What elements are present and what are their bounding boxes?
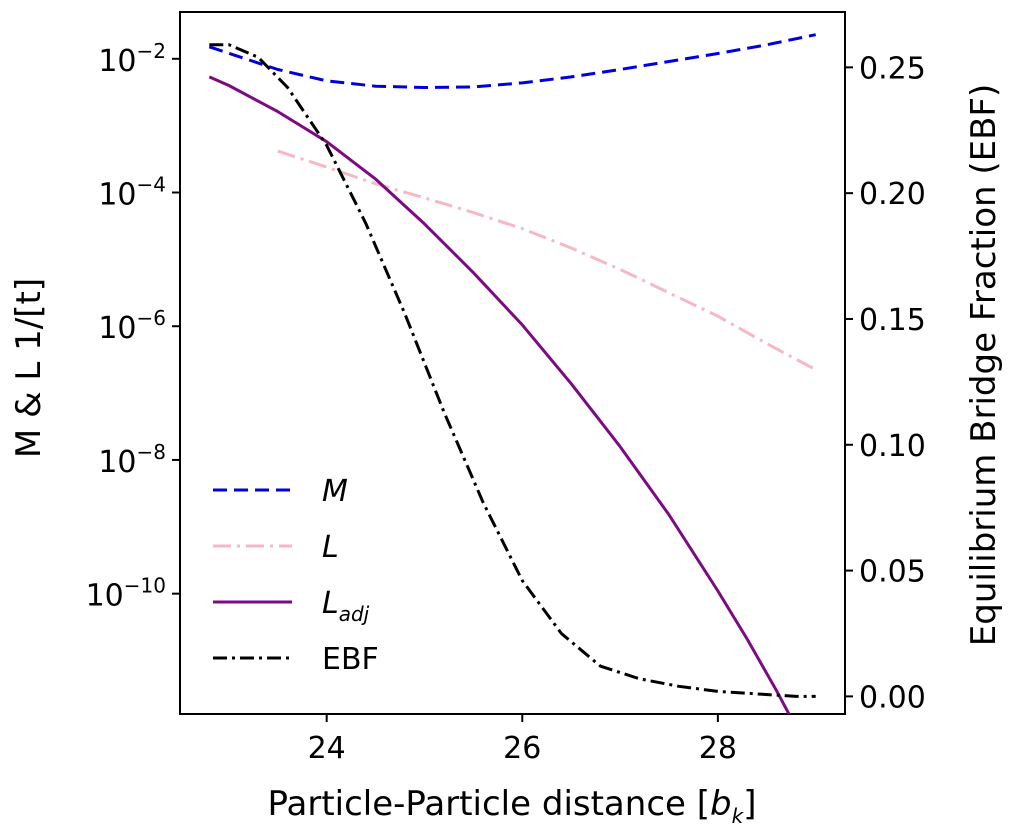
legend-label-main: L: [322, 586, 339, 621]
legend-label-main: L: [322, 530, 339, 565]
tick-exponent: −6: [137, 306, 166, 330]
y-left-tick-label: 10−10: [86, 574, 166, 614]
x-axis-ticks: 24 26 28: [308, 714, 737, 766]
y-right-tick-label: 0.25: [859, 51, 926, 86]
tick-exponent: −8: [137, 440, 166, 464]
y-left-tick-label: 10−4: [98, 173, 166, 213]
x-tick-label: 24: [308, 731, 346, 766]
y-left-axis-label: M & L 1/[t]: [9, 278, 49, 458]
y-left-axis-ticks: 10−210−410−610−810−10: [86, 39, 180, 614]
legend-label-l-adj: Ladj: [322, 586, 370, 626]
tick-base: 10: [98, 44, 136, 79]
y-left-tick-label: 10−2: [98, 39, 166, 79]
legend-label-ebf: EBF: [322, 642, 379, 677]
y-right-tick-label: 0.20: [859, 177, 926, 212]
tick-base: 10: [98, 445, 136, 480]
series-layer: [208, 33, 817, 714]
tick-base: 10: [98, 178, 136, 213]
plot-area: [179, 11, 846, 715]
x-tick-label: 26: [503, 731, 541, 766]
y-right-axis-ticks: 0.00 0.05 0.10 0.15 0.20 0.25: [845, 51, 926, 715]
legend-label-main: M: [322, 474, 348, 509]
series-line-m: [208, 33, 817, 89]
series-line-l-adj: [208, 75, 791, 714]
y-right-tick-label: 0.05: [859, 555, 926, 590]
y-left-tick-label: 10−6: [98, 306, 166, 346]
tick-exponent: −2: [137, 39, 166, 63]
legend-label-m: M: [322, 474, 348, 509]
y-left-tick-label: 10−8: [98, 440, 166, 480]
legend-label-main: EBF: [322, 642, 379, 677]
legend-label-sub: adj: [339, 602, 370, 626]
x-axis-label: Particle-Particle distance [bk]: [268, 784, 757, 828]
series-line-ebf: [209, 43, 816, 698]
y-right-tick-label: 0.00: [859, 680, 926, 715]
y-right-tick-label: 0.15: [859, 303, 926, 338]
tick-exponent: −4: [137, 173, 166, 197]
y-right-tick-label: 0.10: [859, 429, 926, 464]
legend-label-l: L: [322, 530, 339, 565]
tick-base: 10: [86, 579, 124, 614]
tick-base: 10: [98, 311, 136, 346]
tick-exponent: −10: [124, 574, 166, 598]
y-right-axis-label: Equilibrium Bridge Fraction (EBF): [964, 84, 1004, 647]
x-tick-label: 28: [699, 731, 737, 766]
